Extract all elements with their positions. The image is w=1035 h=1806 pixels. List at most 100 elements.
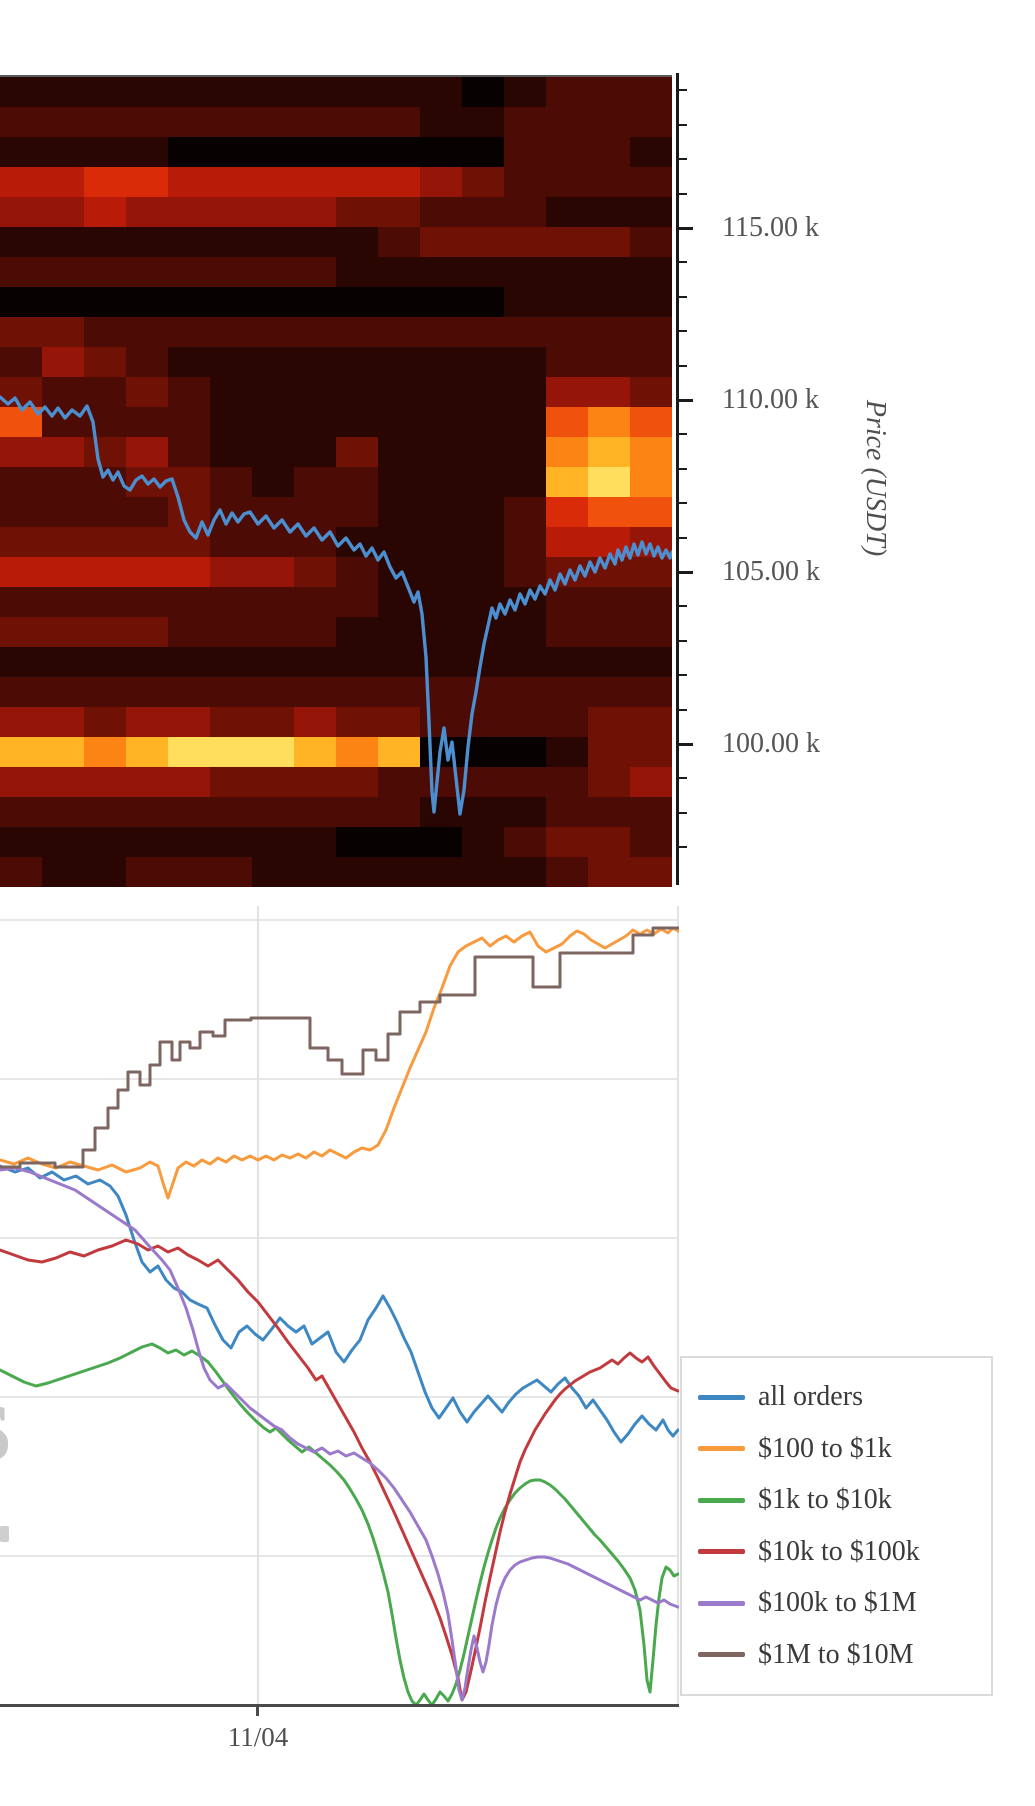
legend-swatch xyxy=(698,1394,745,1400)
price-line-svg xyxy=(0,395,672,816)
heatmap-cell xyxy=(252,287,295,318)
heatmap-cell xyxy=(336,497,379,528)
legend-label: $1k to $10k xyxy=(758,1484,892,1516)
heatmap-cell xyxy=(336,317,379,348)
legend-label: $1M to $10M xyxy=(758,1638,914,1670)
heatmap-cell xyxy=(630,227,672,258)
heatmap-cell xyxy=(294,797,337,828)
heatmap-cell xyxy=(546,797,589,828)
heatmap-cell xyxy=(630,137,672,168)
heatmap-cell xyxy=(210,617,253,648)
series-line--10k-to-100k xyxy=(0,1238,679,1702)
heatmap-cell xyxy=(210,857,253,887)
price-minor-tick xyxy=(679,330,687,333)
heatmap-cell xyxy=(252,377,295,408)
heatmap-cell xyxy=(210,797,253,828)
heatmap-cell xyxy=(294,827,337,858)
heatmap-cell xyxy=(420,857,463,887)
heatmap-cell xyxy=(168,827,211,858)
heatmap-cell xyxy=(504,497,547,528)
heatmap-cell xyxy=(336,587,379,618)
heatmap-cell xyxy=(168,617,211,648)
heatmap-cell xyxy=(504,377,547,408)
heatmap-cell xyxy=(126,317,169,348)
heatmap-cell xyxy=(630,737,672,768)
heatmap-cell xyxy=(126,497,169,528)
heatmap-cell xyxy=(252,77,295,108)
heatmap-cell xyxy=(462,107,505,138)
heatmap-cell xyxy=(504,857,547,887)
heatmap-cell xyxy=(84,617,127,648)
price-minor-tick xyxy=(679,708,687,711)
heatmap-cell xyxy=(336,707,379,738)
heatmap-cell xyxy=(504,707,547,738)
heatmap-cell xyxy=(0,737,43,768)
heatmap-cell xyxy=(420,407,463,438)
heatmap-cell xyxy=(294,167,337,198)
legend-box: all orders $100 to $1k $1k to $10k $10k to … xyxy=(680,1356,993,1696)
heatmap-cell xyxy=(126,227,169,258)
heatmap-cell xyxy=(630,167,672,198)
heatmap-cell xyxy=(630,467,672,498)
price-minor-tick xyxy=(679,639,687,642)
heatmap-cell xyxy=(42,797,85,828)
heatmap-cell xyxy=(294,137,337,168)
heatmap-cell xyxy=(504,137,547,168)
heatmap-cell xyxy=(420,287,463,318)
heatmap-cell xyxy=(126,587,169,618)
heatmap-cell xyxy=(252,857,295,887)
heatmap-cell xyxy=(588,797,631,828)
heatmap-cell xyxy=(42,617,85,648)
heatmap-cell xyxy=(462,137,505,168)
heatmap-cell xyxy=(420,377,463,408)
heatmap-cell xyxy=(588,77,631,108)
heatmap-cell xyxy=(336,167,379,198)
liquidity-heatmap-panel xyxy=(0,75,672,887)
heatmap-cell xyxy=(252,167,295,198)
heatmap-cell xyxy=(504,107,547,138)
heatmap-cell xyxy=(546,737,589,768)
legend-item: $1M to $10M xyxy=(698,1639,985,1671)
heatmap-cell xyxy=(504,467,547,498)
heatmap-cell xyxy=(0,77,43,108)
heatmap-cell xyxy=(378,557,421,588)
heatmap-cell xyxy=(210,347,253,378)
heatmap-cell xyxy=(84,257,127,288)
heatmap-cell xyxy=(630,587,672,618)
heatmap-cell xyxy=(378,227,421,258)
heatmap-cell xyxy=(336,107,379,138)
heatmap-cell xyxy=(546,467,589,498)
price-axis-spine xyxy=(676,73,679,885)
heatmap-cell xyxy=(462,377,505,408)
heatmap-cell xyxy=(378,437,421,468)
heatmap-cell xyxy=(378,767,421,798)
price-minor-tick xyxy=(679,605,687,608)
price-major-tick xyxy=(679,226,693,230)
heatmap-cell xyxy=(630,767,672,798)
heatmap-cell xyxy=(42,467,85,498)
heatmap-cell xyxy=(336,407,379,438)
heatmap-cell xyxy=(84,767,127,798)
heatmap-cell xyxy=(588,257,631,288)
heatmap-cell xyxy=(336,377,379,408)
heatmap-cell xyxy=(588,407,631,438)
heatmap-cell xyxy=(42,317,85,348)
heatmap-cell xyxy=(504,167,547,198)
heatmap-cell xyxy=(84,677,127,708)
heatmap-cell xyxy=(168,197,211,228)
heatmap-cell xyxy=(504,197,547,228)
heatmap-cell xyxy=(168,707,211,738)
legend-label: $100 to $1k xyxy=(758,1432,892,1464)
heatmap-cell xyxy=(84,77,127,108)
heatmap-cell xyxy=(336,647,379,678)
series-line--100-to-1k xyxy=(0,926,679,1200)
heatmap-cell xyxy=(462,197,505,228)
heatmap-cell xyxy=(294,317,337,348)
heatmap-cell xyxy=(462,527,505,558)
heatmap-cell xyxy=(126,677,169,708)
heatmap-cell xyxy=(546,167,589,198)
heatmap-cell xyxy=(84,317,127,348)
heatmap-cell xyxy=(126,437,169,468)
heatmap-cell xyxy=(168,287,211,318)
heatmap-cell xyxy=(378,827,421,858)
